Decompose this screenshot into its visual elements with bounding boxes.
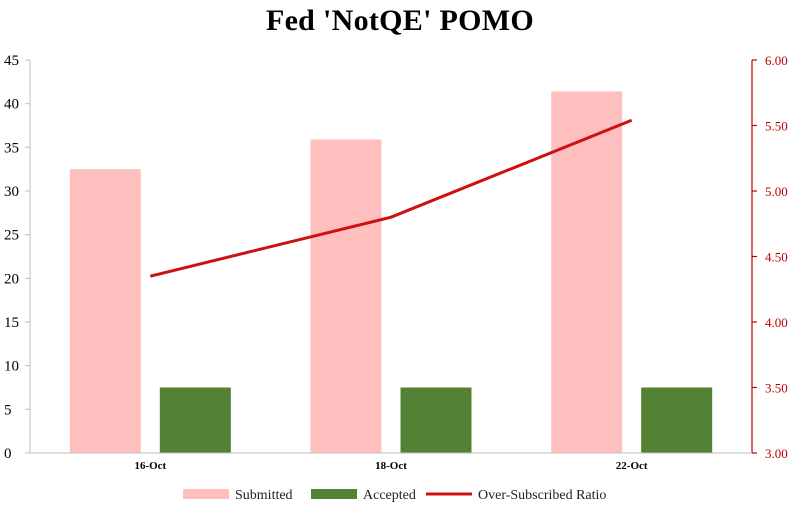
right-axis: 3.00 3.50 4.00 4.50 5.00 5.50 6.00 — [751, 53, 788, 461]
right-tick-label: 6.00 — [765, 53, 788, 68]
bar-submitted-16-oct — [69, 169, 141, 453]
left-tick-label: 15 — [4, 315, 19, 331]
right-tick-label: 4.00 — [765, 315, 788, 330]
legend-label-submitted: Submitted — [235, 488, 293, 503]
right-tick-label: 4.50 — [765, 250, 788, 265]
bar-submitted-22-oct — [551, 91, 623, 453]
left-tick-label: 40 — [4, 97, 19, 113]
line-series — [149, 118, 633, 278]
legend: Submitted Accepted Over-Subscribed Ratio — [183, 488, 606, 503]
bar-accepted-18-oct — [400, 387, 472, 453]
left-tick-label: 5 — [4, 402, 12, 418]
bar-accepted-22-oct — [641, 387, 713, 453]
right-tick-label: 3.00 — [765, 446, 788, 461]
left-tick-label: 0 — [4, 446, 12, 462]
legend-label-accepted: Accepted — [363, 488, 416, 503]
x-axis: 16-Oct 18-Oct 22-Oct — [30, 452, 752, 472]
legend-label-over-subscribed-ratio: Over-Subscribed Ratio — [478, 488, 606, 503]
left-tick-label: 25 — [4, 228, 19, 244]
left-tick-label: 45 — [4, 53, 19, 69]
bar-accepted-16-oct — [159, 387, 231, 453]
chart-title: Fed 'NotQE' POMO — [265, 4, 535, 37]
left-axis: 0 5 10 15 20 25 30 35 40 45 — [4, 53, 31, 462]
category-label: 16-Oct — [134, 460, 166, 472]
category-label: 18-Oct — [375, 460, 407, 472]
right-tick-label: 5.50 — [765, 119, 788, 134]
legend-swatch-submitted — [183, 489, 229, 499]
category-label: 22-Oct — [616, 460, 648, 472]
right-tick-label: 3.50 — [765, 381, 788, 396]
bar-submitted-18-oct — [310, 139, 382, 453]
left-tick-label: 20 — [4, 271, 19, 287]
legend-swatch-accepted — [311, 489, 357, 499]
left-tick-label: 10 — [4, 359, 19, 375]
left-tick-label: 35 — [4, 140, 19, 156]
right-tick-label: 5.00 — [765, 184, 788, 199]
left-tick-label: 30 — [4, 184, 19, 200]
bar-series — [69, 91, 713, 453]
